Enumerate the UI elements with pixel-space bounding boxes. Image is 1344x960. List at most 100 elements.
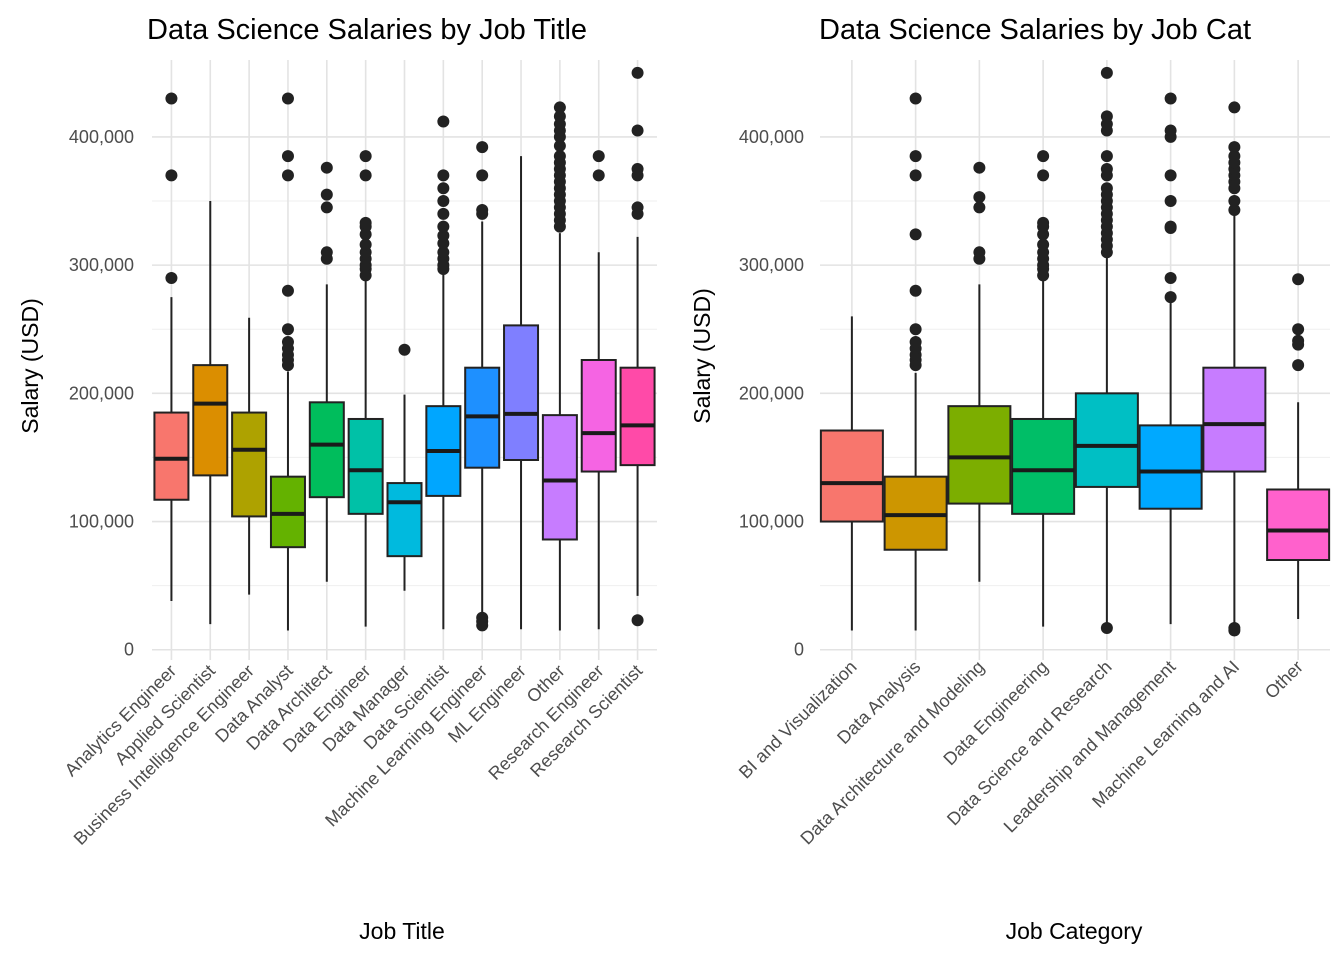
box-outlier-point xyxy=(281,323,294,336)
box-outlier-point xyxy=(281,284,294,297)
box-job-title xyxy=(386,343,423,591)
panel-job-title: Data Science Salaries by Job Title Salar… xyxy=(17,14,657,944)
box-outlier-point xyxy=(909,323,922,336)
box-outlier-point xyxy=(437,207,450,220)
box-job-category xyxy=(1138,92,1203,625)
y-tick-label: 100,000 xyxy=(739,512,804,532)
box-outlier-point xyxy=(1292,334,1305,347)
y-tick-label: 300,000 xyxy=(69,255,134,275)
box-outlier-point xyxy=(281,150,294,163)
box-job-title xyxy=(192,201,229,625)
box-job-title xyxy=(580,150,617,630)
box-outlier-point xyxy=(909,169,922,182)
box-outlier-point xyxy=(909,284,922,297)
box-iqr xyxy=(580,359,617,473)
box-outlier-point xyxy=(1037,238,1050,251)
box-outlier-point xyxy=(320,161,333,174)
box-outlier-point xyxy=(1100,182,1113,195)
box-outlier-point xyxy=(1164,124,1177,137)
chart-title-job-title: Data Science Salaries by Job Title xyxy=(147,14,587,46)
box-outlier-point xyxy=(1100,150,1113,163)
box-outlier-point xyxy=(1164,195,1177,208)
box-outlier-point xyxy=(1164,271,1177,284)
box-outlier-point xyxy=(320,246,333,259)
box-outlier-point xyxy=(437,246,450,259)
box-outlier-point xyxy=(1292,359,1305,372)
box-outlier-point xyxy=(1164,220,1177,233)
box-outlier-point xyxy=(592,150,605,163)
box-outlier-point xyxy=(631,614,644,627)
box-outlier-point xyxy=(165,169,178,182)
box-outlier-point xyxy=(281,92,294,105)
box-job-category xyxy=(819,316,884,631)
box-outlier-point xyxy=(592,169,605,182)
box-job-title xyxy=(231,317,268,595)
box-job-title xyxy=(269,92,306,631)
box-iqr xyxy=(347,417,384,515)
box-outlier-point xyxy=(1228,101,1241,114)
box-job-category xyxy=(883,92,948,631)
box-outlier-point xyxy=(476,169,489,182)
x-tick-label: Other xyxy=(1261,657,1307,703)
box-outlier-point xyxy=(1228,621,1241,634)
y-tick-label: 0 xyxy=(794,640,804,660)
grid-job-category xyxy=(820,60,1330,660)
box-iqr xyxy=(153,411,190,501)
box-outlier-point xyxy=(1164,169,1177,182)
box-outlier-point xyxy=(476,204,489,216)
panel-job-category: Data Science Salaries by Job Cat Salary … xyxy=(689,14,1331,944)
box-outlier-point xyxy=(1100,66,1113,79)
box-outlier-point xyxy=(476,611,489,624)
box-outlier-point xyxy=(437,182,450,195)
box-outlier-point xyxy=(437,220,450,233)
box-outlier-point xyxy=(320,188,333,201)
box-outlier-point xyxy=(1037,216,1050,229)
box-outlier-point xyxy=(1100,162,1113,175)
box-outlier-point xyxy=(476,141,489,154)
y-tick-label: 200,000 xyxy=(739,383,804,403)
box-outlier-point xyxy=(631,66,644,79)
box-outlier-point xyxy=(553,101,566,114)
box-outlier-point xyxy=(359,216,372,229)
y-axis-label-job-title: Salary (USD) xyxy=(17,298,43,433)
box-outlier-point xyxy=(1164,92,1177,105)
box-outlier-point xyxy=(909,92,922,105)
box-job-category xyxy=(947,161,1012,582)
box-outlier-point xyxy=(909,228,922,241)
box-outlier-point xyxy=(973,246,986,259)
box-outlier-point xyxy=(437,195,450,208)
box-outlier-point xyxy=(1100,110,1113,123)
y-tick-label: 0 xyxy=(124,640,134,660)
box-outlier-point xyxy=(165,92,178,105)
box-outlier-point xyxy=(553,150,566,163)
box-iqr xyxy=(1138,424,1203,510)
box-outlier-point xyxy=(1100,621,1113,634)
box-outlier-point xyxy=(398,343,411,356)
box-job-title xyxy=(308,161,345,582)
box-job-title xyxy=(347,150,384,627)
box-outlier-point xyxy=(1164,291,1177,304)
box-outlier-point xyxy=(631,201,644,214)
box-iqr xyxy=(1011,417,1076,515)
y-tick-label: 200,000 xyxy=(69,383,134,403)
box-outlier-point xyxy=(281,169,294,182)
box-job-title xyxy=(425,115,462,630)
box-iqr xyxy=(231,411,268,518)
box-iqr xyxy=(947,405,1012,505)
box-outlier-point xyxy=(1292,273,1305,286)
box-outlier-point xyxy=(909,336,922,349)
box-iqr xyxy=(1202,366,1267,473)
box-outlier-point xyxy=(909,150,922,163)
y-axis-label-job-category: Salary (USD) xyxy=(689,288,715,423)
box-job-title xyxy=(503,156,540,630)
box-outlier-point xyxy=(359,238,372,251)
box-outlier-point xyxy=(973,191,986,204)
box-outlier-point xyxy=(1037,169,1050,182)
y-tick-label: 400,000 xyxy=(739,127,804,147)
box-outlier-point xyxy=(553,139,566,152)
box-outlier-point xyxy=(1228,204,1241,216)
box-outlier-point xyxy=(973,201,986,214)
x-axis-label-job-category: Job Category xyxy=(1006,918,1143,944)
box-job-category xyxy=(1202,101,1267,637)
